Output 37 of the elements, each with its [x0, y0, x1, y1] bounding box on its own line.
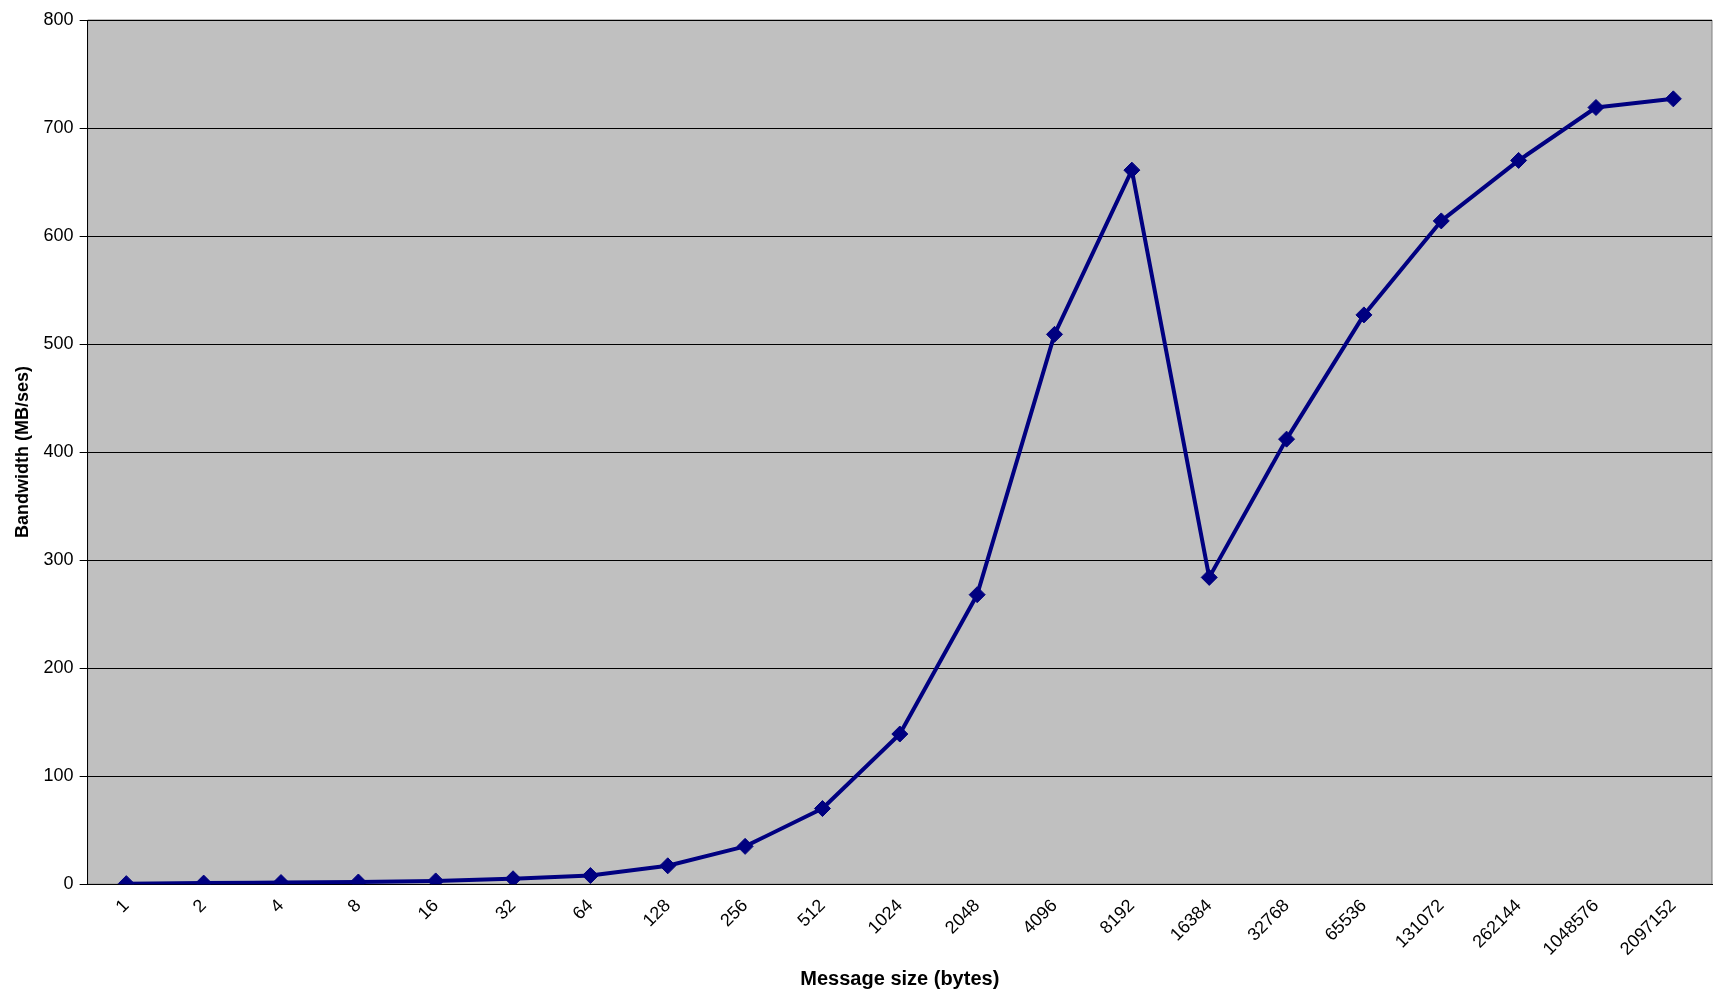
y-tick-label: 700	[43, 116, 74, 137]
point	[1510, 151, 1528, 169]
y-tick-label: 600	[43, 225, 74, 246]
point	[736, 837, 754, 855]
x-tick-label: 512	[793, 895, 829, 931]
x-tick-label: 2	[188, 895, 210, 917]
x-tick-label: 256	[716, 895, 752, 931]
y-tick-label: 800	[43, 8, 74, 29]
point	[1355, 306, 1373, 324]
point	[659, 857, 677, 875]
y-axis-title: Bandwidth (MB/ses)	[11, 366, 32, 539]
x-axis-title: Message size (bytes)	[800, 966, 1000, 989]
y-tick-label: 0	[63, 873, 74, 894]
point	[1432, 212, 1450, 230]
x-tick-label: 128	[638, 895, 675, 931]
y-tick-label: 400	[43, 441, 74, 462]
point	[504, 870, 522, 885]
y-tick-label: 500	[43, 333, 74, 354]
x-tick-label: 32	[491, 895, 520, 924]
y-tick-label: 200	[43, 657, 74, 678]
point	[968, 586, 986, 604]
point	[891, 725, 909, 743]
x-tick-label: 8	[343, 895, 365, 917]
point	[1278, 430, 1296, 448]
point	[1046, 325, 1064, 343]
point	[813, 800, 831, 818]
x-tick-label: 16	[413, 895, 443, 924]
point	[1200, 568, 1218, 586]
point	[1123, 161, 1141, 179]
x-tick-label: 64	[568, 895, 597, 924]
point	[581, 867, 599, 885]
y-tick-label: 100	[43, 765, 74, 786]
point	[1587, 99, 1605, 116]
point	[1664, 90, 1682, 108]
x-tick-label: 1	[111, 895, 133, 917]
x-tick-label: 4	[266, 895, 288, 917]
y-tick-label: 300	[43, 549, 74, 570]
